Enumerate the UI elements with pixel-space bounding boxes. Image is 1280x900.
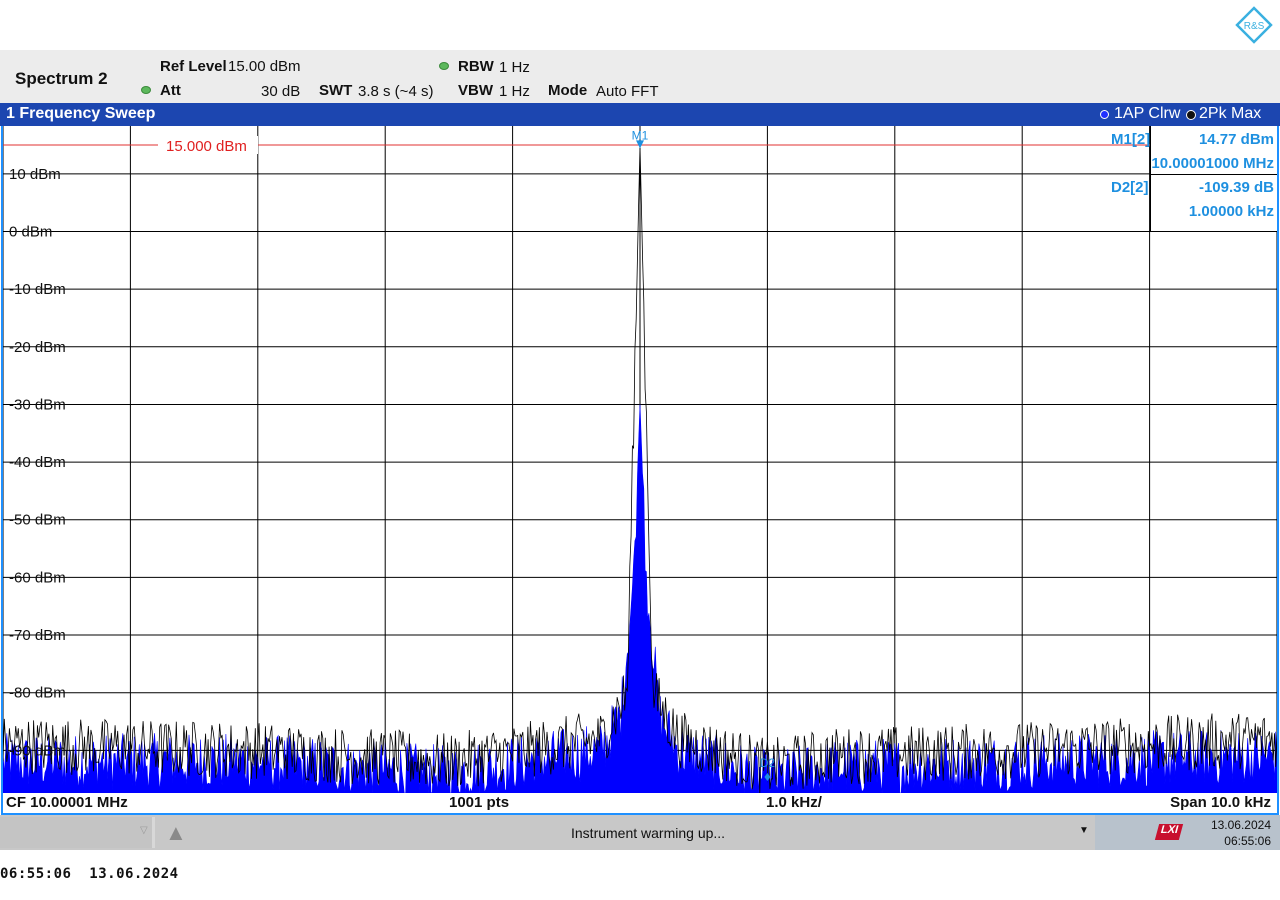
trace2-label[interactable]: 2Pk Max	[1199, 105, 1262, 122]
screen-title[interactable]: Spectrum 2	[15, 69, 108, 88]
status-bar: ▽ ▲ Instrument warming up... ▼ LXI 13.06…	[0, 815, 1280, 850]
datetime-panel: LXI 13.06.2024 06:55:06	[1095, 815, 1280, 850]
top-bar	[0, 0, 1280, 50]
rbw-status-led-icon	[439, 62, 449, 70]
span[interactable]: Span 10.0 kHz	[1170, 794, 1271, 811]
y-tick-label: -70 dBm	[9, 627, 66, 644]
d2-frequency: 1.00000 kHz	[1188, 203, 1274, 220]
status-dropdown-left[interactable]: ▽	[0, 817, 155, 848]
m1-frequency: 10.00001000 MHz	[1151, 155, 1274, 172]
mode-label[interactable]: Mode	[548, 82, 588, 99]
spectrum-plot[interactable]: 10 dBm 0 dBm -10 dBm -20 dBm -30 dBm -40 dBm -…	[3, 126, 1277, 793]
y-tick-label: -20 dBm	[9, 339, 66, 356]
window-title-bar[interactable]: 1 Frequency Sweep 1AP Clrw 2Pk Max	[0, 103, 1280, 126]
sweep-points[interactable]: 1001 pts	[449, 794, 510, 811]
m1-label[interactable]: M1[2]	[1111, 131, 1151, 148]
y-tick-label: -50 dBm	[9, 512, 66, 529]
vbw-label[interactable]: VBW	[458, 82, 493, 99]
att-label[interactable]: Att	[160, 82, 181, 99]
m1-marker-tag: M1	[632, 128, 649, 142]
ref-level-label: 15.000 dBm	[166, 138, 247, 155]
y-tick-label: 10 dBm	[9, 166, 61, 183]
ref-level-label[interactable]: Ref Level	[160, 58, 227, 75]
m1-level: 14.77 dBm	[1198, 131, 1274, 148]
att-value[interactable]: 30 dB	[261, 83, 301, 100]
swt-value[interactable]: 3.8 s (~4 s)	[358, 83, 434, 100]
y-axis-labels: 10 dBm 0 dBm -10 dBm -20 dBm -30 dBm -40 dBm -…	[9, 166, 66, 759]
att-status-led-icon	[141, 86, 151, 94]
y-tick-label: -90 dBm	[9, 742, 66, 759]
warning-icon: ▲	[165, 820, 187, 845]
mode-value[interactable]: Auto FFT	[596, 83, 659, 100]
plot-footer: CF 10.00001 MHz 1001 pts 1.0 kHz/ Span 1…	[3, 793, 1277, 813]
y-tick-label: -80 dBm	[9, 685, 66, 702]
status-message: Instrument warming up...	[571, 825, 726, 841]
frequency-per-division: 1.0 kHz/	[766, 794, 822, 811]
ref-level-value[interactable]: 15.00 dBm	[228, 58, 301, 75]
chevron-down-icon: ▽	[140, 825, 148, 836]
y-tick-label: -10 dBm	[9, 281, 66, 298]
capture-timestamp: 06:55:06 13.06.2024	[0, 866, 179, 882]
lxi-icon: LXI	[1154, 824, 1184, 840]
markers: M1 D2	[632, 128, 776, 781]
rs-logo-icon: R&S	[1235, 6, 1273, 44]
center-frequency[interactable]: CF 10.00001 MHz	[6, 794, 128, 811]
rbw-value[interactable]: 1 Hz	[499, 59, 530, 76]
y-tick-label: -40 dBm	[9, 454, 66, 471]
status-time: 06:55:06	[1224, 834, 1271, 848]
trace2-indicator-icon	[1186, 110, 1196, 120]
d2-level: -109.39 dB	[1198, 179, 1274, 196]
d2-marker-tag: D2	[760, 756, 776, 770]
rbw-label[interactable]: RBW	[458, 58, 494, 75]
sweep-window	[1, 103, 1279, 815]
header-bar: Spectrum 2 Ref Level 15.00 dBm Att 30 dB…	[0, 50, 1280, 103]
marker-table-values	[1150, 126, 1277, 232]
y-tick-label: -30 dBm	[9, 396, 66, 413]
m1-marker-icon[interactable]	[636, 140, 644, 149]
y-tick-label: 0 dBm	[9, 223, 52, 240]
d2-marker-icon[interactable]	[764, 772, 771, 781]
message-dropdown-icon[interactable]: ▼	[1079, 825, 1089, 836]
window-title: 1 Frequency Sweep	[6, 105, 156, 122]
status-date: 13.06.2024	[1210, 818, 1271, 832]
trace1-indicator-icon	[1100, 110, 1109, 119]
swt-label[interactable]: SWT	[319, 82, 353, 99]
vbw-value[interactable]: 1 Hz	[499, 83, 530, 100]
marker-table-divider	[1150, 174, 1277, 175]
marker-table-divider	[1150, 231, 1277, 232]
y-tick-label: -60 dBm	[9, 569, 66, 586]
trace1-label[interactable]: 1AP Clrw	[1114, 105, 1181, 122]
d2-label[interactable]: D2[2]	[1111, 179, 1149, 196]
svg-text:R&S: R&S	[1244, 21, 1265, 32]
ref-level-label-bg	[158, 136, 258, 154]
